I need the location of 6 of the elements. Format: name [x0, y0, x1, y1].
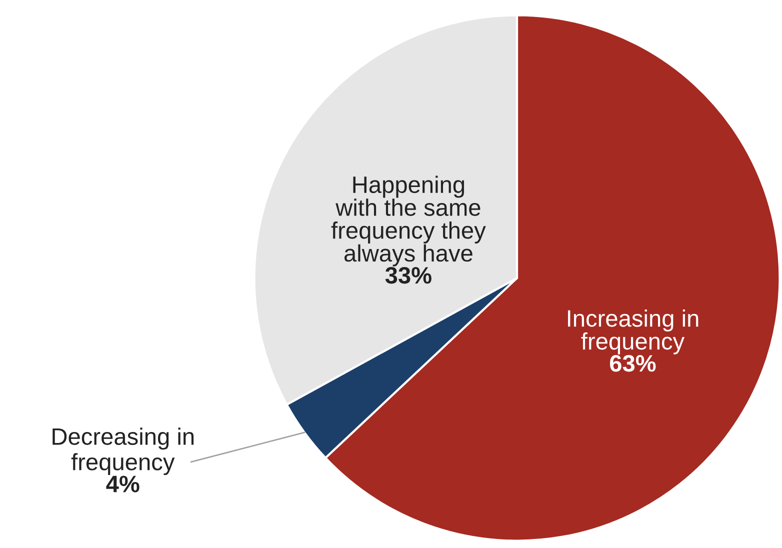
slice-label: Decreasing in frequency	[52, 428, 194, 476]
slice-label: Happening with the same frequency they always have	[331, 176, 486, 266]
data-label: 4%	[106, 476, 140, 492]
slice-label: Increasing in frequency	[568, 309, 698, 354]
data-label: 63%	[610, 354, 656, 372]
data-label: 33%	[385, 266, 432, 284]
